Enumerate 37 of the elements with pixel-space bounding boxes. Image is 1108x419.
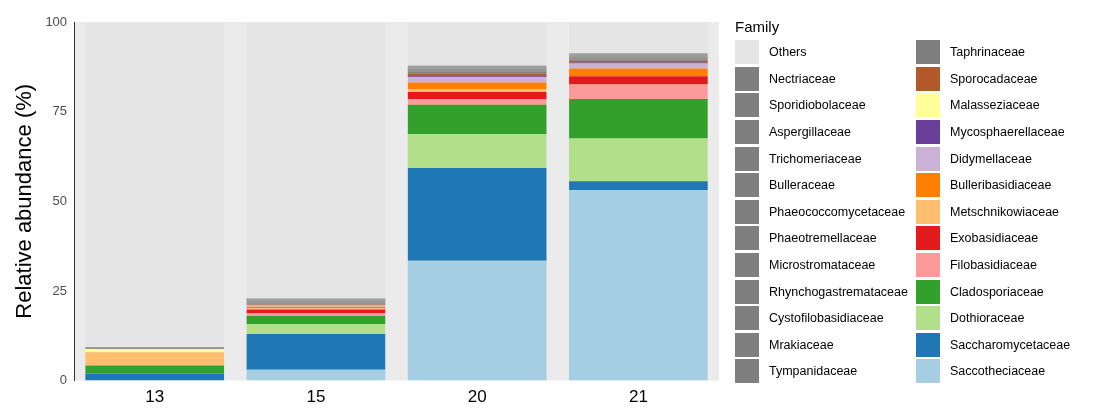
y-tick-label: 25: [52, 282, 68, 298]
legend-label: Sporocadaceae: [949, 71, 1038, 86]
legend-label: Exobasidiaceae: [949, 231, 1039, 246]
legend-label: Phaeotremellaceae: [769, 231, 877, 246]
legend-label: Mrakiaceae: [769, 337, 834, 352]
legend-title: Family: [735, 18, 781, 35]
legend-label: Aspergillaceae: [769, 125, 851, 140]
legend-label: Cladosporiaceae: [949, 284, 1044, 299]
legend-label: Filobasidiaceae: [949, 258, 1037, 273]
y-tick-label: 50: [52, 192, 68, 208]
legend-label: Taphrinaceae: [949, 45, 1026, 60]
legend-label: Trichomeriaceae: [769, 151, 862, 166]
x-tick-label: 21: [628, 387, 648, 407]
y-tick-label: 75: [52, 103, 68, 119]
legend-label: Mycosphaerellaceae: [949, 125, 1065, 140]
legend-label: Nectriaceae: [769, 71, 836, 86]
legend-label: Metschnikowiaceae: [949, 204, 1060, 219]
y-tick-label: 0: [59, 372, 68, 388]
legend-label: Malasseziaceae: [949, 98, 1040, 113]
legend-label: Dothioraceae: [949, 311, 1025, 326]
legend-label: Rhynchogastremataceae: [769, 284, 908, 299]
legend-label: Sporidiobolaceae: [769, 98, 866, 113]
legend-label: Saccharomycetaceae: [949, 337, 1071, 352]
legend-label: Bulleribasidiaceae: [949, 178, 1052, 193]
legend-label: Didymellaceae: [949, 151, 1032, 166]
y-tick-label: 100: [45, 13, 68, 29]
x-tick-label: 15: [306, 387, 326, 407]
legend-label: Tympanidaceae: [769, 364, 858, 379]
x-tick-label: 13: [145, 387, 165, 407]
legend-label: Phaeococcomycetaceae: [769, 204, 906, 219]
legend-label: Microstromataceae: [769, 258, 876, 273]
legend-label: Others: [769, 45, 807, 60]
legend-label: Cystofilobasidiaceae: [769, 311, 884, 326]
y-axis-title: Relative abundance (%): [11, 83, 37, 319]
legend-label: Saccotheciaceae: [949, 364, 1046, 379]
x-tick-label: 20: [467, 387, 487, 407]
legend-label: Bulleraceae: [769, 178, 836, 193]
